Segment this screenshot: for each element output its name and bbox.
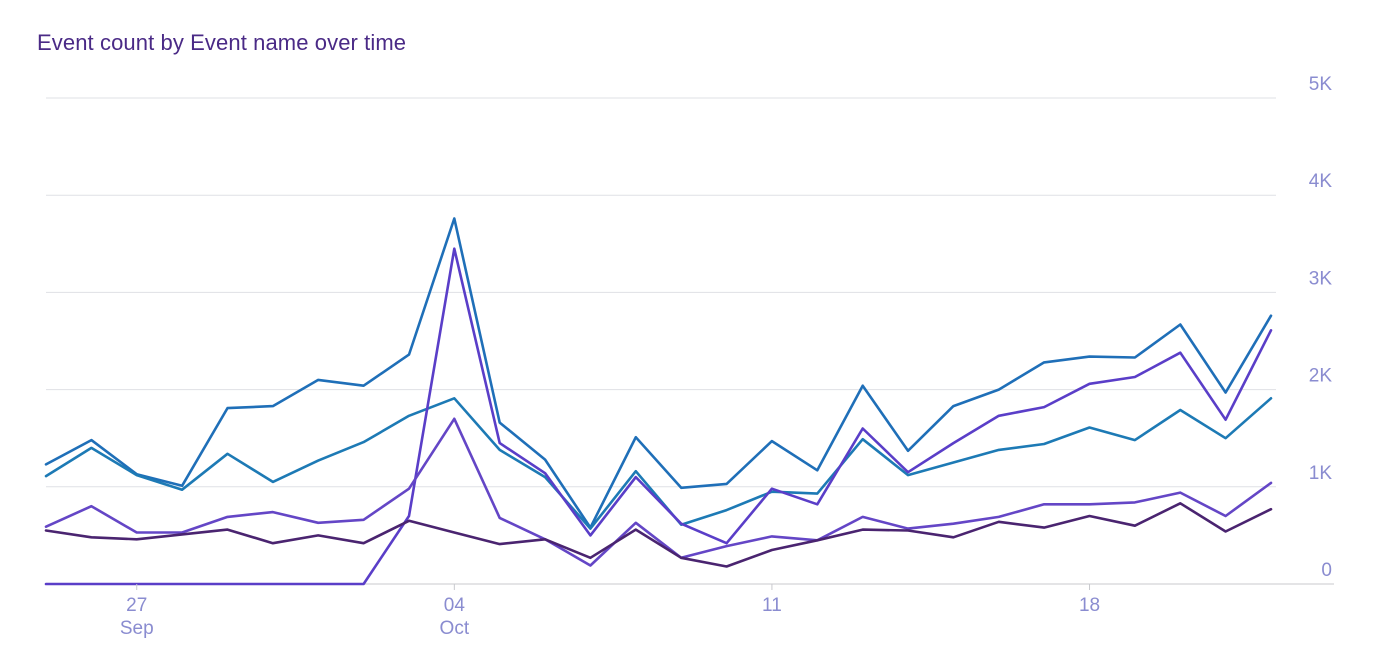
chart-title: Event count by Event name over time <box>37 30 407 55</box>
series-line <box>44 417 1273 567</box>
y-tick-label: 2K <box>1309 366 1333 387</box>
grid-lines <box>46 97 1334 585</box>
series-line <box>44 247 1273 586</box>
x-tick-day-label: 27 <box>126 595 147 616</box>
series-line <box>44 396 1273 530</box>
x-tick-month-label: Oct <box>440 618 470 639</box>
y-tick-label: 1K <box>1309 463 1333 484</box>
y-tick-label: 0 <box>1321 560 1332 581</box>
x-tick-month-label: Sep <box>120 618 154 639</box>
x-tick-day-label: 11 <box>762 595 782 616</box>
y-tick-label: 3K <box>1309 268 1333 289</box>
series-line <box>44 501 1273 568</box>
series-lines <box>44 217 1273 586</box>
x-tick-day-label: 18 <box>1079 595 1100 616</box>
x-tick-day-label: 04 <box>444 595 466 616</box>
y-tick-label: 5K <box>1309 74 1333 95</box>
series-line <box>44 217 1273 529</box>
y-tick-label: 4K <box>1309 171 1333 192</box>
y-axis: 0 1K 2K 3K 4K 5K <box>1309 74 1333 581</box>
